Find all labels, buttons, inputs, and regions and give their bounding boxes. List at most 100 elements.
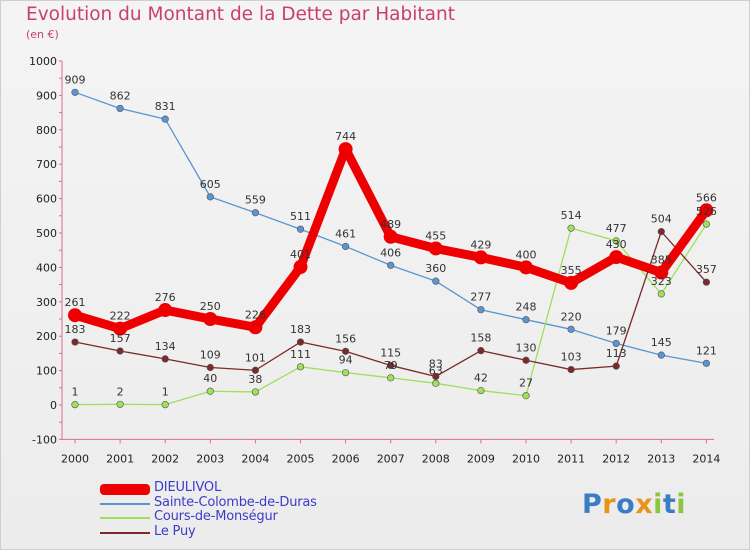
data-label: 461 bbox=[335, 227, 356, 240]
data-point bbox=[432, 379, 440, 387]
data-label: 27 bbox=[519, 377, 533, 390]
data-point bbox=[432, 277, 440, 285]
data-point bbox=[296, 338, 305, 346]
logo-letter: i bbox=[676, 489, 687, 520]
data-point bbox=[293, 260, 308, 275]
data-label: 323 bbox=[651, 275, 672, 288]
data-label: 261 bbox=[65, 296, 86, 309]
x-tick-label: 2002 bbox=[151, 452, 179, 465]
y-tick-label: 200 bbox=[36, 330, 57, 343]
x-tick-label: 2011 bbox=[557, 452, 585, 465]
data-point bbox=[383, 229, 398, 244]
data-point bbox=[116, 400, 124, 408]
x-tick-label: 2000 bbox=[61, 452, 89, 465]
data-label: 83 bbox=[429, 357, 443, 370]
data-point bbox=[702, 220, 711, 228]
data-label: 504 bbox=[651, 213, 672, 226]
x-tick-label: 2008 bbox=[422, 452, 450, 465]
data-point bbox=[251, 388, 259, 396]
legend-swatch bbox=[100, 517, 150, 519]
data-label: 40 bbox=[203, 372, 217, 385]
data-label: 277 bbox=[470, 291, 491, 304]
data-label: 355 bbox=[561, 264, 582, 277]
data-label-layer: 9098628316055595114614063602772482201791… bbox=[65, 73, 717, 398]
data-label: 79 bbox=[384, 359, 398, 372]
data-label: 130 bbox=[516, 341, 537, 354]
data-label: 477 bbox=[606, 222, 627, 235]
data-label: 115 bbox=[380, 346, 401, 359]
logo-letter: t bbox=[662, 489, 677, 520]
data-label: 357 bbox=[696, 263, 717, 276]
data-label: 248 bbox=[516, 301, 537, 314]
data-label: 63 bbox=[429, 364, 443, 377]
y-tick-label: 100 bbox=[36, 365, 57, 378]
data-label: 222 bbox=[110, 310, 131, 323]
data-point bbox=[519, 260, 533, 275]
data-label: 145 bbox=[651, 336, 672, 349]
data-point bbox=[342, 347, 350, 355]
y-tick-label: 600 bbox=[36, 193, 57, 206]
y-tick-label: 900 bbox=[36, 89, 57, 102]
data-point bbox=[203, 312, 218, 326]
data-label: 430 bbox=[606, 238, 627, 251]
y-tick-label: 800 bbox=[36, 124, 57, 137]
data-label: 455 bbox=[425, 229, 446, 242]
legend-swatch bbox=[100, 531, 150, 534]
data-label: 511 bbox=[290, 210, 311, 223]
data-point bbox=[206, 363, 214, 372]
data-label: 360 bbox=[425, 262, 446, 275]
data-point bbox=[567, 365, 575, 374]
data-point bbox=[387, 261, 395, 269]
data-point bbox=[296, 363, 305, 371]
data-point bbox=[432, 372, 440, 381]
data-label: 156 bbox=[335, 332, 356, 345]
logo-letter: i bbox=[653, 489, 663, 520]
data-label: 2 bbox=[117, 385, 124, 398]
data-label: 158 bbox=[470, 332, 491, 345]
data-point bbox=[522, 392, 530, 400]
data-point bbox=[699, 203, 714, 218]
data-point bbox=[473, 250, 488, 265]
data-point bbox=[428, 241, 443, 256]
data-label: 385 bbox=[651, 254, 672, 267]
data-label: 605 bbox=[200, 178, 221, 191]
data-label: 38 bbox=[248, 373, 262, 386]
data-label: 103 bbox=[561, 351, 582, 364]
series-layer bbox=[68, 88, 714, 409]
data-point bbox=[161, 355, 169, 363]
data-point bbox=[612, 339, 620, 348]
data-label: 1 bbox=[162, 386, 169, 399]
data-point bbox=[657, 228, 665, 236]
data-point bbox=[657, 351, 665, 359]
logo-letter: o bbox=[616, 489, 636, 520]
data-point bbox=[161, 401, 169, 409]
data-point bbox=[612, 237, 620, 245]
data-label: 220 bbox=[561, 310, 582, 323]
data-point bbox=[387, 361, 395, 370]
legend-label: Le Puy bbox=[154, 523, 196, 539]
data-point bbox=[609, 250, 624, 265]
legend-label: Sainte-Colombe-de-Duras bbox=[154, 494, 317, 510]
x-tick-label: 2013 bbox=[647, 452, 675, 465]
data-label: 226 bbox=[245, 308, 266, 321]
data-point bbox=[296, 225, 305, 233]
data-label: 566 bbox=[696, 191, 717, 204]
chart-axes: 10009008007006005004003002001000-1002000… bbox=[29, 55, 720, 465]
data-point bbox=[567, 224, 575, 232]
data-label: 406 bbox=[380, 246, 401, 259]
legend-swatch bbox=[100, 484, 150, 495]
x-tick-label: 2012 bbox=[602, 452, 630, 465]
logo-letter: x bbox=[635, 489, 654, 520]
data-point bbox=[477, 306, 485, 314]
x-tick-label: 2014 bbox=[692, 452, 720, 465]
data-point bbox=[113, 321, 128, 336]
x-tick-label: 2006 bbox=[332, 452, 360, 465]
data-point bbox=[71, 401, 79, 409]
data-label: 1 bbox=[72, 386, 79, 399]
y-tick-label: 300 bbox=[36, 296, 57, 309]
data-point bbox=[161, 115, 169, 123]
data-label: 111 bbox=[290, 348, 311, 361]
x-tick-label: 2009 bbox=[467, 452, 495, 465]
data-point bbox=[206, 387, 214, 395]
